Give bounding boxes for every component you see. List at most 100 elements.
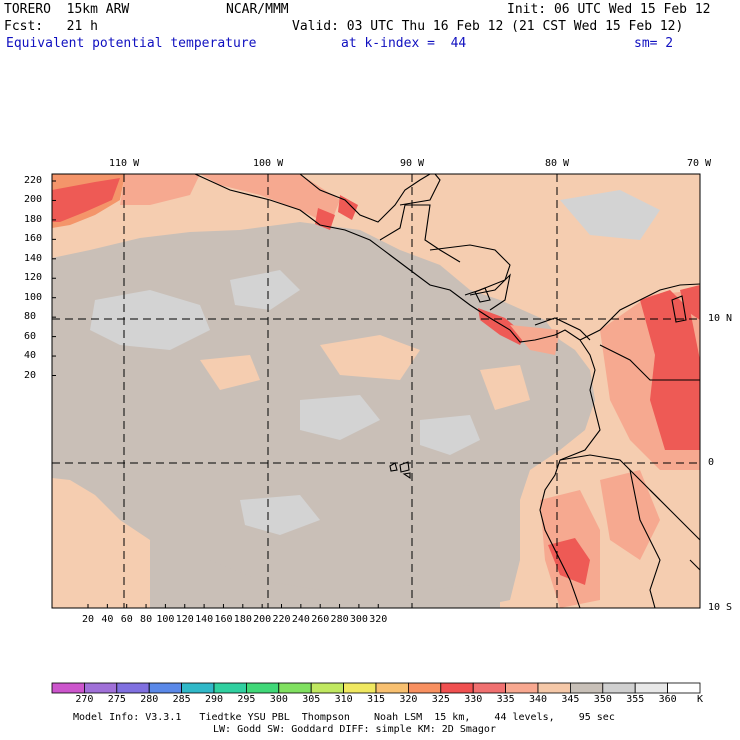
colorbar-swatch	[472, 682, 507, 694]
colorbar-swatch	[570, 682, 604, 694]
forecast-hour: Fcst: 21 h	[4, 19, 98, 34]
lat-label-0: 0	[708, 457, 715, 468]
x-tick-label: 220	[272, 614, 291, 625]
valid-time: Valid: 03 UTC Thu 16 Feb 12 (21 CST Wed …	[292, 19, 684, 34]
red-region-peru	[548, 538, 590, 585]
lake-maracaibo	[671, 295, 687, 323]
map-frame	[51, 173, 701, 609]
colorbar-label: 350	[593, 694, 612, 705]
light-gray-patch	[240, 495, 320, 535]
model-title: TORERO 15km ARW	[4, 2, 130, 17]
lat-label-10n: 10 N	[708, 313, 733, 324]
colorbar-swatch	[537, 682, 571, 694]
colorbar-label: 340	[529, 694, 548, 705]
y-tick-label: 60	[24, 330, 37, 342]
lon-label-110w: 110 W	[109, 158, 140, 169]
colorbar-label: 305	[302, 694, 321, 705]
lake-nicaragua	[474, 287, 491, 303]
colorbar-label: 280	[140, 694, 159, 705]
colorbar-swatch	[213, 682, 247, 694]
coastline-gulf	[299, 174, 431, 223]
x-tick-label: 200	[253, 614, 272, 625]
lon-label-80w: 80 W	[545, 158, 570, 169]
yucatan-outline	[399, 174, 441, 206]
x-tick-label: 280	[330, 614, 349, 625]
y-tick-label: 220	[24, 175, 43, 186]
colorbar-swatch	[116, 682, 150, 694]
light-gray-patch	[230, 270, 300, 310]
colorbar-label: 325	[431, 694, 450, 705]
colorbar-label: 300	[269, 694, 288, 705]
colorbar-swatch	[375, 682, 409, 694]
x-tick-label: 40	[101, 614, 114, 625]
colorbar-swatch	[181, 682, 215, 694]
colorbar-label: 270	[75, 694, 94, 705]
colorbar-label: 335	[496, 694, 515, 705]
colorbar-swatch	[667, 682, 701, 694]
border-brazil	[629, 469, 661, 608]
colorbar-label: 345	[561, 694, 580, 705]
init-time: Init: 06 UTC Wed 15 Feb 12	[507, 2, 711, 17]
red-region-north	[680, 285, 700, 320]
y-tick-label: 40	[24, 350, 37, 362]
colorbar-swatch	[407, 682, 442, 694]
x-tick-label: 20	[82, 614, 95, 625]
y-tick-label: 160	[24, 233, 43, 245]
colorbar-label: 320	[399, 694, 418, 705]
peach-patch	[320, 335, 420, 380]
colorbar-swatch	[148, 682, 182, 694]
lat-label-10s: 10 S	[708, 602, 733, 613]
colorbar-swatch	[440, 682, 474, 694]
colorbar-swatch	[245, 682, 280, 694]
center-name: NCAR/MMM	[226, 2, 289, 17]
model-info-line2: LW: Godd SW: Goddard DIFF: simple KM: 2D…	[213, 724, 496, 735]
colorbar-unit: K	[697, 694, 704, 705]
light-gray-patch	[90, 290, 210, 350]
field-name: Equivalent potential temperature	[6, 36, 257, 51]
light-gray-patch	[560, 190, 660, 240]
y-tick-label: 120	[24, 272, 43, 284]
salmon-region-east	[600, 470, 660, 560]
colorbar-label: 310	[334, 694, 353, 705]
border-colombia	[599, 344, 700, 381]
colorbar-swatch	[634, 682, 669, 694]
peach-patch	[480, 365, 530, 410]
colorbar-label: 315	[367, 694, 386, 705]
lon-label-100w: 100 W	[253, 158, 284, 169]
red-region-mexico	[338, 195, 358, 220]
y-tick-label: 140	[24, 252, 43, 264]
x-tick-label: 240	[291, 614, 310, 625]
colorbar-label: 275	[107, 694, 126, 705]
coastline-mexico	[194, 174, 581, 343]
salmon-region-mexico	[200, 174, 340, 225]
light-gray-patch	[300, 395, 380, 440]
peach-patch	[200, 355, 260, 390]
y-tick-label: 80	[24, 311, 37, 323]
x-tick-label: 120	[175, 614, 194, 625]
colorbar-swatch	[310, 682, 345, 694]
x-tick-label: 60	[120, 614, 133, 625]
red-region-venezuela	[640, 290, 700, 450]
colorbar-swatch	[51, 682, 85, 694]
x-tick-label: 140	[195, 614, 214, 625]
border-panama	[534, 317, 591, 341]
y-tick-label: 200	[24, 194, 43, 206]
colorbar-label: 285	[172, 694, 191, 705]
y-tick-label: 20	[24, 369, 37, 381]
lon-label-90w: 90 W	[400, 158, 425, 169]
x-tick-label: 80	[140, 614, 153, 625]
colorbar-label: 360	[658, 694, 677, 705]
x-tick-label: 160	[214, 614, 233, 625]
model-info-line1: Model Info: V3.3.1 Tiedtke YSU PBL Thomp…	[73, 712, 615, 723]
colorbar-swatch	[602, 682, 636, 694]
smoothing-info: sm= 2	[634, 36, 674, 51]
colorbar-swatch	[278, 682, 312, 694]
colorbar-label: 290	[205, 694, 224, 705]
colorbar-label: 295	[237, 694, 256, 705]
x-tick-label: 260	[311, 614, 330, 625]
x-tick-label: 100	[156, 614, 175, 625]
border-bolivia	[689, 559, 700, 571]
red-region-northwest-core	[52, 178, 120, 222]
